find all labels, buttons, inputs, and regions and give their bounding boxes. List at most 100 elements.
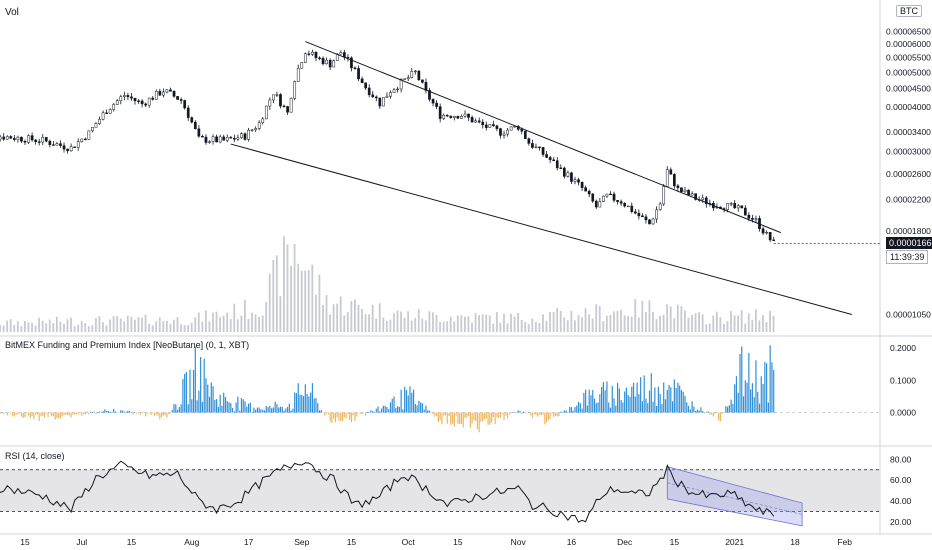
volume-bar (694, 313, 697, 332)
funding-bar (279, 406, 282, 413)
volume-bar (740, 310, 743, 332)
funding-bar (755, 360, 757, 413)
funding-bar (129, 410, 131, 413)
funding-bar (333, 412, 335, 419)
candle-body (296, 67, 300, 82)
price-tick-label: 0.00004000 (886, 102, 931, 112)
funding-bar (492, 412, 494, 417)
volume-bar (300, 270, 303, 332)
funding-bar (59, 412, 62, 419)
funding-bar (407, 395, 409, 413)
funding-bar (569, 406, 571, 413)
funding-bar (695, 410, 697, 413)
funding-bar (33, 412, 35, 420)
candle-body (545, 154, 548, 158)
funding-bar (405, 389, 408, 413)
funding-bar (766, 363, 768, 413)
volume-bar (499, 322, 502, 332)
candle-body (325, 59, 328, 65)
funding-bar (118, 412, 120, 414)
funding-bar (547, 412, 549, 421)
funding-bar (104, 409, 106, 413)
funding-bar (499, 412, 502, 418)
funding-bar (72, 412, 74, 415)
funding-bar (258, 407, 260, 413)
currency-badge[interactable]: BTC (896, 5, 922, 17)
funding-bar (302, 396, 305, 413)
candle-body (449, 115, 453, 118)
volume-bar (637, 317, 640, 332)
funding-bar (748, 353, 750, 413)
volume-bar (517, 312, 520, 332)
candle-body (417, 70, 421, 81)
funding-bar (24, 412, 26, 418)
funding-bar (244, 401, 246, 413)
funding-bar (377, 406, 379, 413)
volume-bar (55, 316, 58, 332)
volume-bar (630, 316, 633, 332)
volume-bar (233, 303, 236, 332)
candle-body (690, 193, 694, 196)
funding-bar (560, 411, 562, 413)
candle-body (16, 136, 20, 140)
funding-bar (570, 407, 573, 413)
volume-bar (201, 321, 204, 332)
funding-bar (599, 394, 601, 413)
funding-bar (638, 394, 640, 413)
price-tick-label: 0.00003000 (886, 147, 931, 157)
funding-bar (572, 410, 574, 413)
funding-bar (192, 370, 195, 413)
volume-bar (542, 314, 544, 332)
funding-bar (361, 412, 363, 415)
candle-body (332, 60, 336, 68)
funding-bar (184, 373, 186, 413)
volume-bar (244, 299, 246, 332)
funding-bar (3, 412, 5, 415)
funding-bar (663, 382, 665, 413)
time-tick-label: Nov (511, 537, 527, 547)
funding-bar (31, 412, 33, 417)
volume-bar (13, 325, 16, 332)
funding-bar (682, 391, 684, 413)
candle-body (584, 187, 587, 192)
candle-body (428, 90, 431, 100)
funding-bar (643, 375, 645, 413)
funding-bar (286, 406, 289, 413)
candle-body (154, 91, 158, 100)
candle-body (499, 128, 502, 136)
funding-bar (494, 412, 496, 424)
volume-bar (765, 322, 768, 332)
funding-bar (121, 410, 124, 413)
volume-bar (98, 316, 101, 332)
candle-body (605, 193, 609, 197)
rsi-tick-label: 60.00 (890, 475, 912, 485)
funding-bar (231, 408, 234, 413)
funding-bar (627, 395, 629, 413)
volume-bar (407, 311, 410, 332)
funding-bar (295, 393, 298, 413)
candle-body (665, 169, 669, 187)
candle-body (523, 130, 527, 139)
funding-bar (109, 411, 111, 413)
candle-body (747, 214, 751, 219)
price-tick-label: 0.00006500 (886, 27, 931, 37)
funding-bar (269, 405, 271, 413)
volume-bar (158, 317, 161, 332)
funding-bar (611, 386, 613, 413)
funding-bar (620, 400, 622, 413)
time-tick-label: 15 (127, 537, 137, 547)
volume-bar (428, 311, 431, 332)
funding-bar (343, 412, 345, 418)
candle-body (23, 140, 27, 143)
volume-bar (595, 304, 598, 332)
funding-bar (132, 412, 134, 415)
funding-bar (230, 403, 232, 413)
funding-bar (27, 412, 30, 416)
candle-body (435, 102, 438, 107)
candle-body (286, 106, 289, 113)
volume-bar (215, 311, 218, 332)
candle-body (392, 89, 396, 93)
funding-bar (166, 412, 168, 418)
funding-bar (540, 412, 542, 416)
